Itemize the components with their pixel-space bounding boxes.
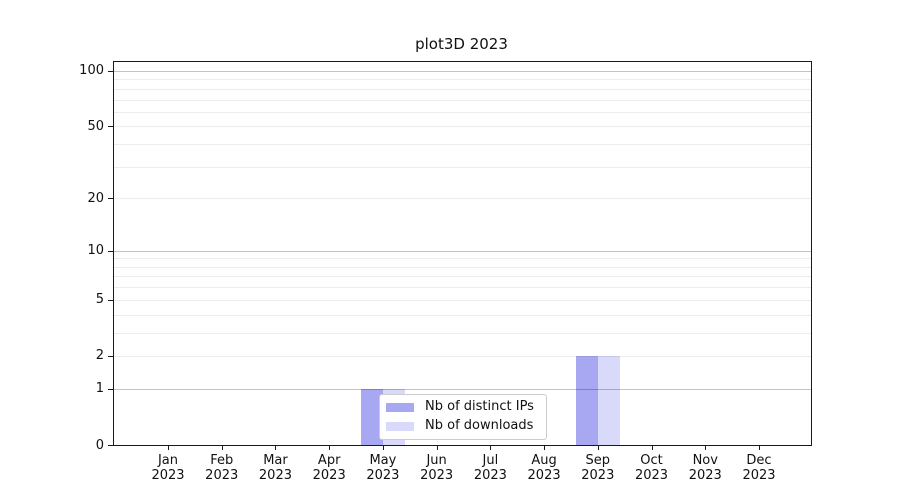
- x-axis-label-nov-2023: Nov 2023: [675, 453, 735, 483]
- y-gridline-minor-90: [114, 79, 811, 81]
- x-axis-label-jan-2023: Jan 2023: [138, 453, 198, 483]
- x-axis-tick-may-2023: [382, 445, 384, 450]
- x-axis-label-line: 2023: [527, 468, 561, 483]
- x-axis-tick-jun-2023: [436, 445, 438, 450]
- y-gridline-minor-60: [114, 111, 811, 113]
- x-axis-label-line: May: [369, 453, 397, 468]
- x-axis-label-jun-2023: Jun 2023: [407, 453, 467, 483]
- y-axis-label-10: 10: [87, 243, 104, 259]
- y-gridline-major-100: [114, 70, 811, 72]
- y-axis-label-2: 2: [95, 348, 104, 364]
- x-axis-label-line: Jan: [157, 453, 179, 468]
- y-axis-tick-0: [108, 445, 113, 446]
- y-axis-tick-100: [108, 70, 113, 72]
- x-axis-label-mar-2023: Mar 2023: [245, 453, 305, 483]
- x-axis-label-line: Sep: [585, 453, 611, 468]
- x-axis-label-line: 2023: [366, 468, 400, 483]
- legend-label-downloads: Nb of downloads: [425, 418, 534, 433]
- y-gridline-minor-40: [114, 144, 811, 146]
- y-axis-label-5: 5: [95, 292, 104, 308]
- y-gridline-minor-70: [114, 99, 811, 101]
- x-axis-label-oct-2023: Oct 2023: [622, 453, 682, 483]
- x-axis-label-line: 2023: [688, 468, 722, 483]
- legend-box: Nb of distinct IPs Nb of downloads: [379, 394, 547, 440]
- y-axis-label-50: 50: [87, 118, 104, 134]
- x-axis-label-line: Jun: [426, 453, 447, 468]
- y-gridline-minor-2: [114, 355, 811, 357]
- x-axis-label-line: Oct: [640, 453, 663, 468]
- x-axis-tick-feb-2023: [221, 445, 223, 450]
- x-axis-label-line: Mar: [263, 453, 288, 468]
- y-axis-tick-20: [108, 198, 113, 200]
- x-axis-tick-jan-2023: [168, 445, 169, 450]
- x-axis-label-apr-2023: Apr 2023: [299, 453, 359, 483]
- x-axis-label-line: 2023: [420, 468, 454, 483]
- x-axis-label-line: 2023: [473, 468, 507, 483]
- y-gridline-major-1: [114, 388, 811, 390]
- x-axis-tick-jul-2023: [490, 445, 492, 450]
- x-axis-tick-aug-2023: [544, 445, 546, 450]
- y-gridline-minor-80: [114, 88, 811, 90]
- x-axis-tick-oct-2023: [651, 445, 653, 450]
- x-axis-label-line: Jul: [482, 453, 499, 468]
- y-axis-label-100: 100: [79, 63, 104, 79]
- legend-swatch-downloads: [386, 421, 414, 431]
- y-axis-tick-5: [108, 299, 113, 301]
- x-axis-tick-dec-2023: [758, 445, 760, 450]
- x-axis-label-aug-2023: Aug 2023: [514, 453, 574, 483]
- y-gridline-major-10: [114, 250, 811, 252]
- x-axis-label-may-2023: May 2023: [353, 453, 413, 483]
- y-gridline-minor-6: [114, 287, 811, 289]
- y-axis-label-20: 20: [87, 190, 104, 206]
- y-gridline-minor-3: [114, 332, 811, 334]
- x-axis-label-line: 2023: [205, 468, 239, 483]
- y-axis-tick-1: [108, 388, 113, 390]
- plot-title: plot3D 2023: [415, 35, 508, 53]
- x-axis-label-line: Nov: [692, 453, 718, 468]
- bar-nb-of-distinct-ips-may-2023: [361, 388, 383, 445]
- x-axis-label-line: Apr: [317, 453, 341, 468]
- legend-swatch-distinct-ips: [386, 402, 414, 412]
- legend-label-distinct-ips: Nb of distinct IPs: [425, 399, 534, 414]
- legend-item-downloads: Nb of downloads: [386, 418, 534, 434]
- y-gridline-minor-30: [114, 166, 811, 168]
- x-axis-label-dec-2023: Dec 2023: [729, 453, 789, 483]
- x-axis-label-line: 2023: [312, 468, 346, 483]
- legend-item-distinct-ips: Nb of distinct IPs: [386, 399, 534, 415]
- x-axis-label-line: 2023: [581, 468, 615, 483]
- x-axis-label-line: Aug: [531, 453, 557, 468]
- y-gridline-minor-5: [114, 299, 811, 301]
- y-gridline-minor-7: [114, 276, 811, 278]
- x-axis-tick-nov-2023: [705, 445, 707, 450]
- y-axis-tick-50: [108, 126, 113, 128]
- x-axis-tick-apr-2023: [329, 445, 331, 450]
- x-axis-label-line: 2023: [742, 468, 776, 483]
- y-axis-label-1: 1: [95, 381, 104, 397]
- x-axis-label-jul-2023: Jul 2023: [460, 453, 520, 483]
- x-axis-label-line: 2023: [634, 468, 669, 483]
- plot-area: Nb of distinct IPs Nb of downloads 0 1 2 5 1…: [79, 61, 812, 483]
- bar-nb-of-distinct-ips-sep-2023: [576, 355, 598, 445]
- y-gridline-minor-4: [114, 314, 811, 316]
- y-gridline-minor-50: [114, 126, 811, 128]
- x-axis-label-feb-2023: Feb 2023: [192, 453, 252, 483]
- x-axis-label-line: Feb: [210, 453, 234, 468]
- y-gridline-minor-20: [114, 198, 811, 200]
- x-axis-tick-mar-2023: [275, 445, 277, 450]
- x-axis-label-line: 2023: [151, 468, 185, 483]
- x-axis-label-sep-2023: Sep 2023: [568, 453, 628, 483]
- y-axis-label-0: 0: [95, 437, 104, 453]
- y-axis-tick-10: [108, 250, 113, 252]
- y-gridline-minor-8: [114, 266, 811, 268]
- x-axis-label-line: Dec: [746, 453, 772, 468]
- x-axis-tick-sep-2023: [597, 445, 599, 450]
- x-axis-label-line: 2023: [258, 468, 292, 483]
- y-axis-tick-2: [108, 355, 113, 357]
- bar-nb-of-downloads-sep-2023: [597, 355, 620, 445]
- y-gridline-minor-9: [114, 258, 811, 260]
